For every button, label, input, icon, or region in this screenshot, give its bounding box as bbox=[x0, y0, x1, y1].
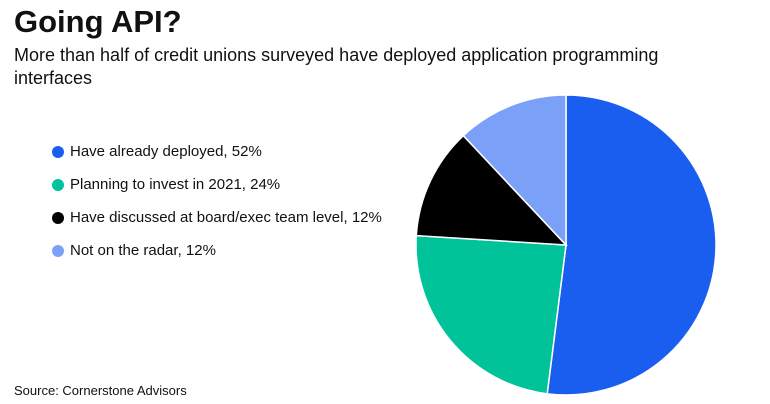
legend-label: Have discussed at board/exec team level,… bbox=[70, 209, 382, 226]
pie-slice bbox=[546, 94, 717, 396]
source-note: Source: Cornerstone Advisors bbox=[14, 383, 187, 398]
legend-label: Have already deployed, 52% bbox=[70, 143, 262, 160]
legend-swatch bbox=[52, 146, 64, 158]
legend-swatch bbox=[52, 212, 64, 224]
legend-swatch bbox=[52, 245, 64, 257]
chart-subtitle: More than half of credit unions surveyed… bbox=[14, 45, 659, 88]
pie-slice bbox=[462, 94, 567, 247]
legend-swatch bbox=[52, 179, 64, 191]
legend-label: Not on the radar, 12% bbox=[70, 242, 216, 259]
legend-label: Planning to invest in 2021, 24% bbox=[70, 176, 280, 193]
chart-title: Going API? bbox=[14, 4, 182, 39]
pie-slice bbox=[415, 234, 567, 395]
pie-slice bbox=[415, 134, 568, 246]
